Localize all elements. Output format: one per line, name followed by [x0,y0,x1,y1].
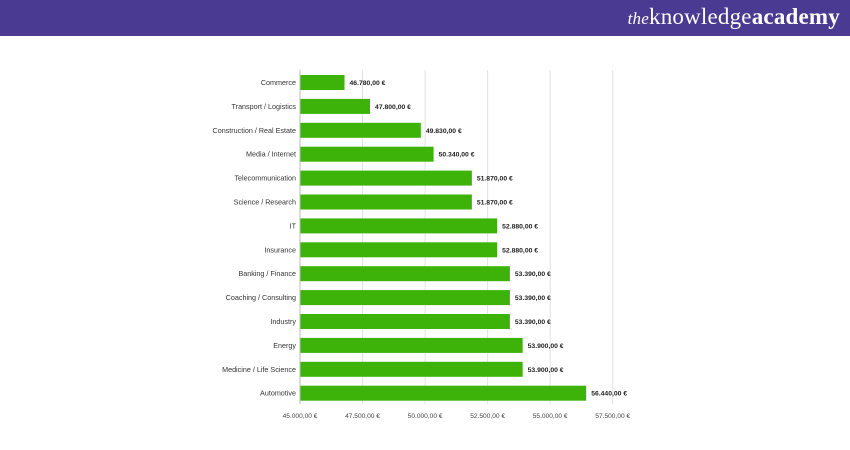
header-bar: theknowledgeacademy [0,0,850,36]
bar [300,218,498,234]
bar [300,146,434,162]
category-label: IT [290,221,297,230]
bar [300,337,523,353]
category-label: Media / Internet [246,150,296,159]
value-label: 51.870,00 € [477,176,513,183]
x-tick-label: 52.500,00 € [470,413,505,420]
bar [300,75,345,90]
category-label: Coaching / Consulting [226,293,296,302]
bar [300,98,371,114]
value-label: 49.830,00 € [426,128,462,135]
bar [300,385,587,401]
x-tick-label: 57.500,00 € [595,413,630,420]
bar [300,314,510,329]
category-label: Telecommunication [234,174,296,183]
value-label: 47.800,00 € [375,104,411,111]
value-label: 52.880,00 € [502,223,538,230]
value-label: 50.340,00 € [439,152,475,159]
x-tick-label: 45.000,00 € [283,413,318,420]
value-label: 53.390,00 € [515,295,551,302]
bar [300,170,472,186]
category-label: Transport / Logistics [232,102,297,111]
bar [300,122,421,138]
category-label: Science / Research [234,198,296,207]
bar [300,361,523,377]
x-tick-label: 55.000,00 € [533,413,568,420]
bar [300,266,510,282]
bar [300,194,472,210]
value-label: 53.900,00 € [528,367,564,374]
category-label: Construction / Real Estate [213,126,297,135]
category-label: Automotive [260,389,296,398]
value-label: 46.780,00 € [350,80,386,87]
value-label: 53.900,00 € [528,343,564,350]
value-label: 51.870,00 € [477,200,513,207]
category-label: Banking / Finance [238,269,296,278]
value-label: 53.390,00 € [515,271,551,278]
value-label: 52.880,00 € [502,247,538,254]
category-label: Energy [273,341,296,350]
category-label: Insurance [264,245,296,254]
bar [300,290,510,306]
x-tick-label: 50.000,00 € [408,413,443,420]
value-label: 53.390,00 € [515,319,551,326]
category-label: Commerce [261,78,296,87]
value-label: 56.440,00 € [591,391,627,398]
bar [300,242,498,258]
brand-logo: theknowledgeacademy [627,4,840,29]
x-tick-label: 47.500,00 € [345,413,380,420]
category-label: Industry [270,317,296,326]
category-label: Medicine / Life Science [222,365,296,374]
